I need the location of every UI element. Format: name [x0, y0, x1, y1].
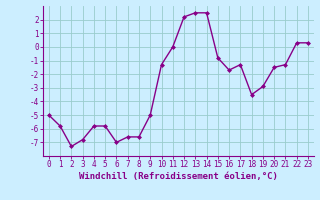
X-axis label: Windchill (Refroidissement éolien,°C): Windchill (Refroidissement éolien,°C) — [79, 172, 278, 181]
